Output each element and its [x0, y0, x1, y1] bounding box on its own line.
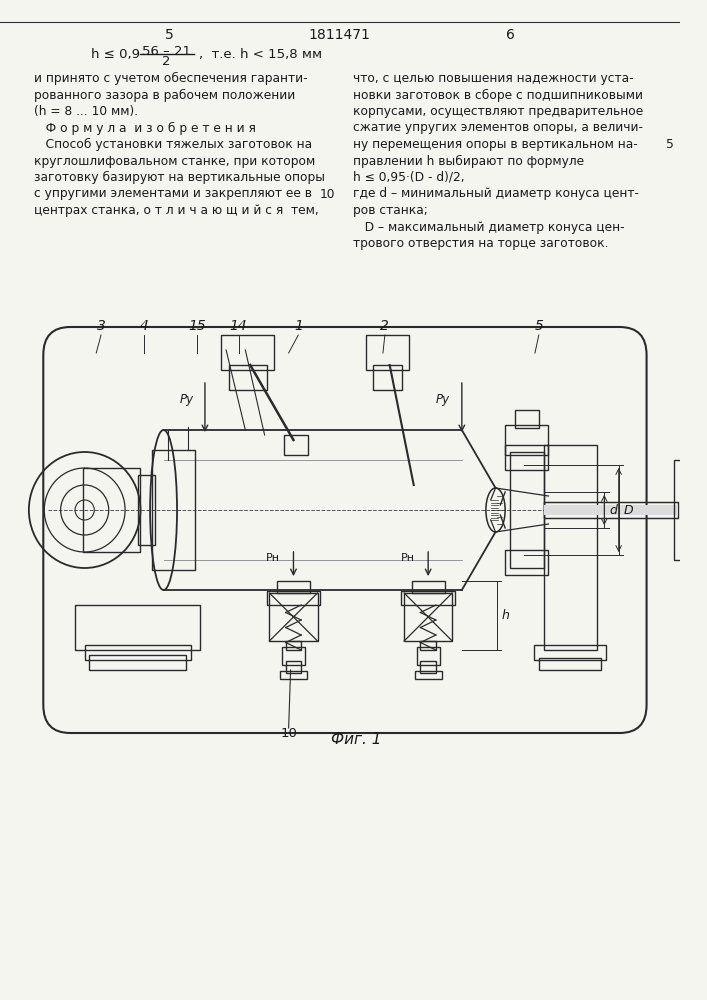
Text: ров станка;: ров станка;	[353, 204, 428, 217]
Text: новки заготовок в сборе с подшипниковыми: новки заготовок в сборе с подшипниковыми	[353, 89, 643, 102]
Text: Py: Py	[180, 393, 194, 406]
Bar	[75, 605, 200, 650]
Text: что, с целью повышения надежности уста-: что, с целью повышения надежности уста-	[353, 72, 633, 85]
Bar	[416, 647, 440, 665]
Text: Pн: Pн	[266, 553, 280, 563]
Bar	[505, 550, 549, 575]
Bar	[286, 641, 301, 650]
Bar	[267, 591, 320, 605]
Text: Способ установки тяжелых заготовок на: Способ установки тяжелых заготовок на	[34, 138, 312, 151]
Text: 15: 15	[188, 319, 206, 333]
Bar	[691, 470, 702, 550]
Bar	[83, 468, 141, 552]
Bar	[674, 460, 693, 560]
Bar	[221, 335, 274, 370]
Text: 1: 1	[294, 319, 303, 333]
Bar	[404, 593, 452, 641]
Bar	[282, 647, 305, 665]
Bar	[544, 502, 678, 518]
Bar	[505, 425, 549, 455]
Text: Pн: Pн	[401, 553, 415, 563]
Text: 1811471: 1811471	[309, 28, 370, 42]
Bar	[138, 475, 155, 545]
Bar	[515, 410, 539, 428]
Text: 10: 10	[320, 188, 335, 200]
Text: 3: 3	[97, 319, 105, 333]
Bar	[284, 435, 308, 455]
Text: Фиг. 1: Фиг. 1	[331, 732, 381, 747]
Text: и принято с учетом обеспечения гаранти-: и принято с учетом обеспечения гаранти-	[34, 72, 308, 85]
Text: h: h	[501, 609, 509, 622]
Bar	[534, 645, 606, 660]
Bar	[277, 581, 310, 593]
Text: 5: 5	[534, 319, 543, 333]
Text: ,  т.е. h < 15,8 мм: , т.е. h < 15,8 мм	[199, 48, 322, 61]
Text: 14: 14	[230, 319, 247, 333]
Text: 5: 5	[165, 28, 174, 42]
Bar	[539, 658, 602, 670]
Text: заготовку базируют на вертикальные опоры: заготовку базируют на вертикальные опоры	[34, 171, 325, 184]
Text: 2: 2	[380, 319, 390, 333]
Text: 10: 10	[280, 727, 297, 740]
Bar	[505, 445, 549, 470]
Text: 5: 5	[665, 138, 674, 151]
Text: 6: 6	[506, 28, 515, 42]
Bar	[510, 452, 544, 568]
Text: D – максимальный диаметр конуса цен-: D – максимальный диаметр конуса цен-	[353, 221, 625, 233]
Bar	[544, 445, 597, 650]
Bar	[229, 365, 267, 390]
Bar	[286, 661, 301, 673]
Text: Py: Py	[436, 393, 450, 406]
Text: 56 – 21: 56 – 21	[142, 45, 192, 58]
Bar	[152, 450, 195, 570]
Text: круглошлифовальном станке, при котором: круглошлифовальном станке, при котором	[34, 154, 315, 167]
Bar	[421, 661, 436, 673]
Bar	[401, 591, 455, 605]
Text: где d – минимальный диаметр конуса цент-: где d – минимальный диаметр конуса цент-	[353, 188, 639, 200]
Text: с упругими элементами и закрепляют ее в: с упругими элементами и закрепляют ее в	[34, 188, 312, 200]
Text: ну перемещения опоры в вертикальном на-: ну перемещения опоры в вертикальном на-	[353, 138, 638, 151]
Bar	[373, 365, 402, 390]
Bar	[544, 505, 678, 515]
Text: D: D	[624, 504, 633, 516]
Text: d: d	[609, 504, 617, 516]
Text: правлении h выбирают по формуле: правлении h выбирают по формуле	[353, 154, 584, 168]
Text: Ф о р м у л а  и з о б р е т е н и я: Ф о р м у л а и з о б р е т е н и я	[34, 121, 255, 135]
Text: 2: 2	[162, 55, 170, 68]
Text: 4: 4	[140, 319, 148, 333]
Bar	[280, 671, 307, 679]
Text: трового отверстия на торце заготовок.: трового отверстия на торце заготовок.	[353, 237, 609, 250]
Text: h ≤ 0,95·(D - d)/2,: h ≤ 0,95·(D - d)/2,	[353, 171, 464, 184]
Bar	[269, 593, 317, 641]
Text: сжатие упругих элементов опоры, а величи-: сжатие упругих элементов опоры, а величи…	[353, 121, 643, 134]
Text: рованного зазора в рабочем положении: рованного зазора в рабочем положении	[34, 89, 295, 102]
Bar	[411, 581, 445, 593]
Bar	[415, 671, 442, 679]
Bar	[90, 655, 186, 670]
Bar	[366, 335, 409, 370]
Bar	[85, 645, 190, 660]
Text: h ≤ 0,9: h ≤ 0,9	[91, 48, 141, 61]
Text: корпусами, осуществляют предварительное: корпусами, осуществляют предварительное	[353, 105, 643, 118]
Bar	[421, 641, 436, 650]
Text: (h = 8 ... 10 мм).: (h = 8 ... 10 мм).	[34, 105, 138, 118]
Text: центрах станка, о т л и ч а ю щ и й с я  тем,: центрах станка, о т л и ч а ю щ и й с я …	[34, 204, 318, 217]
